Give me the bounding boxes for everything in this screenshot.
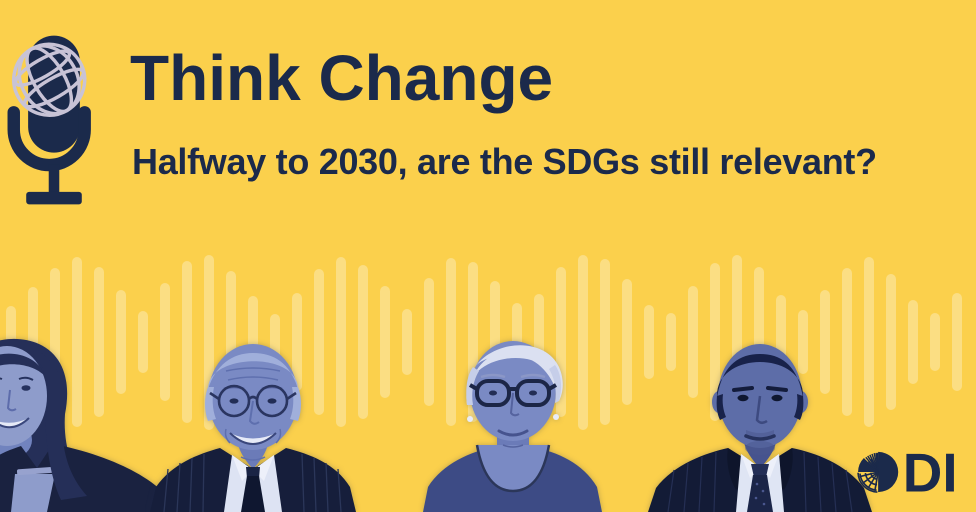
pinstripes [163,453,342,512]
waveform-bar [930,313,940,371]
globe-wireframe [12,42,87,117]
waveform-bar [820,290,830,394]
waveform-bar [666,313,676,371]
waveform-bar [886,274,896,410]
globe-grid [857,471,879,493]
mic-stem [48,164,60,197]
mic-capsule [28,35,80,153]
sunburst-rays [865,452,879,473]
waveform-bar [776,295,786,389]
waveform-bar [842,268,852,416]
waveform-bar [644,305,654,379]
waveform-bar [798,310,808,374]
waveform-bar [50,268,60,416]
waveform-bar [754,267,764,417]
waveform-bar [270,314,280,370]
waveform-bar [380,286,390,398]
waveform-bar [424,278,434,406]
waveform-bar [952,293,962,391]
show-title: Think Change [130,42,554,114]
waveform-bar [226,271,236,413]
waveform-bar [446,258,456,426]
waveform-bar [336,257,346,427]
earring [553,414,559,420]
earring [467,416,473,422]
waveform-bar [182,261,192,423]
waveform-bar [138,311,148,373]
episode-title: Halfway to 2030, are the SDGs still rele… [132,141,877,182]
portrait-man-suit-tie [648,344,872,512]
odi-logo: DI [857,451,958,493]
waveform-bar [908,300,918,384]
waveform-bar [578,254,588,430]
waveform-bar [556,267,566,417]
waveform-bar [490,281,500,403]
waveform-bar [204,254,214,430]
waveform-bar [160,283,170,401]
waveform-bar [292,293,302,391]
portrait-man-glasses-suit [150,344,356,512]
waveform-bar [314,269,324,415]
pinstripes [667,451,853,512]
waveform-bar [688,286,698,398]
waveform-bar [94,267,104,417]
odi-wordmark: DI [903,451,958,493]
waveform-bar [732,254,742,430]
mic-base [26,191,82,205]
waveform-bar [468,262,478,422]
dark-glasses [469,379,557,407]
waveform-bar [622,279,632,405]
tie-dots [754,482,766,506]
waveform-bar [534,294,544,390]
title-block: Think Change Halfway to 2030, are the SD… [130,46,877,182]
waveform-bar [72,257,82,427]
waveform-bar [358,265,368,419]
portrait-woman-dark-hair [0,338,176,512]
portrait-woman-short-hair-glasses [423,341,602,512]
odi-globe-o-icon [857,451,899,493]
waveform-bar [600,259,610,425]
round-glasses [209,384,297,418]
waveform-bar [864,257,874,427]
waveform-bar [402,309,412,375]
waveform-bar [710,263,720,421]
waveform-bar [248,296,258,388]
waveform-bar [116,290,126,394]
microphone-with-globe-icon [7,35,91,205]
